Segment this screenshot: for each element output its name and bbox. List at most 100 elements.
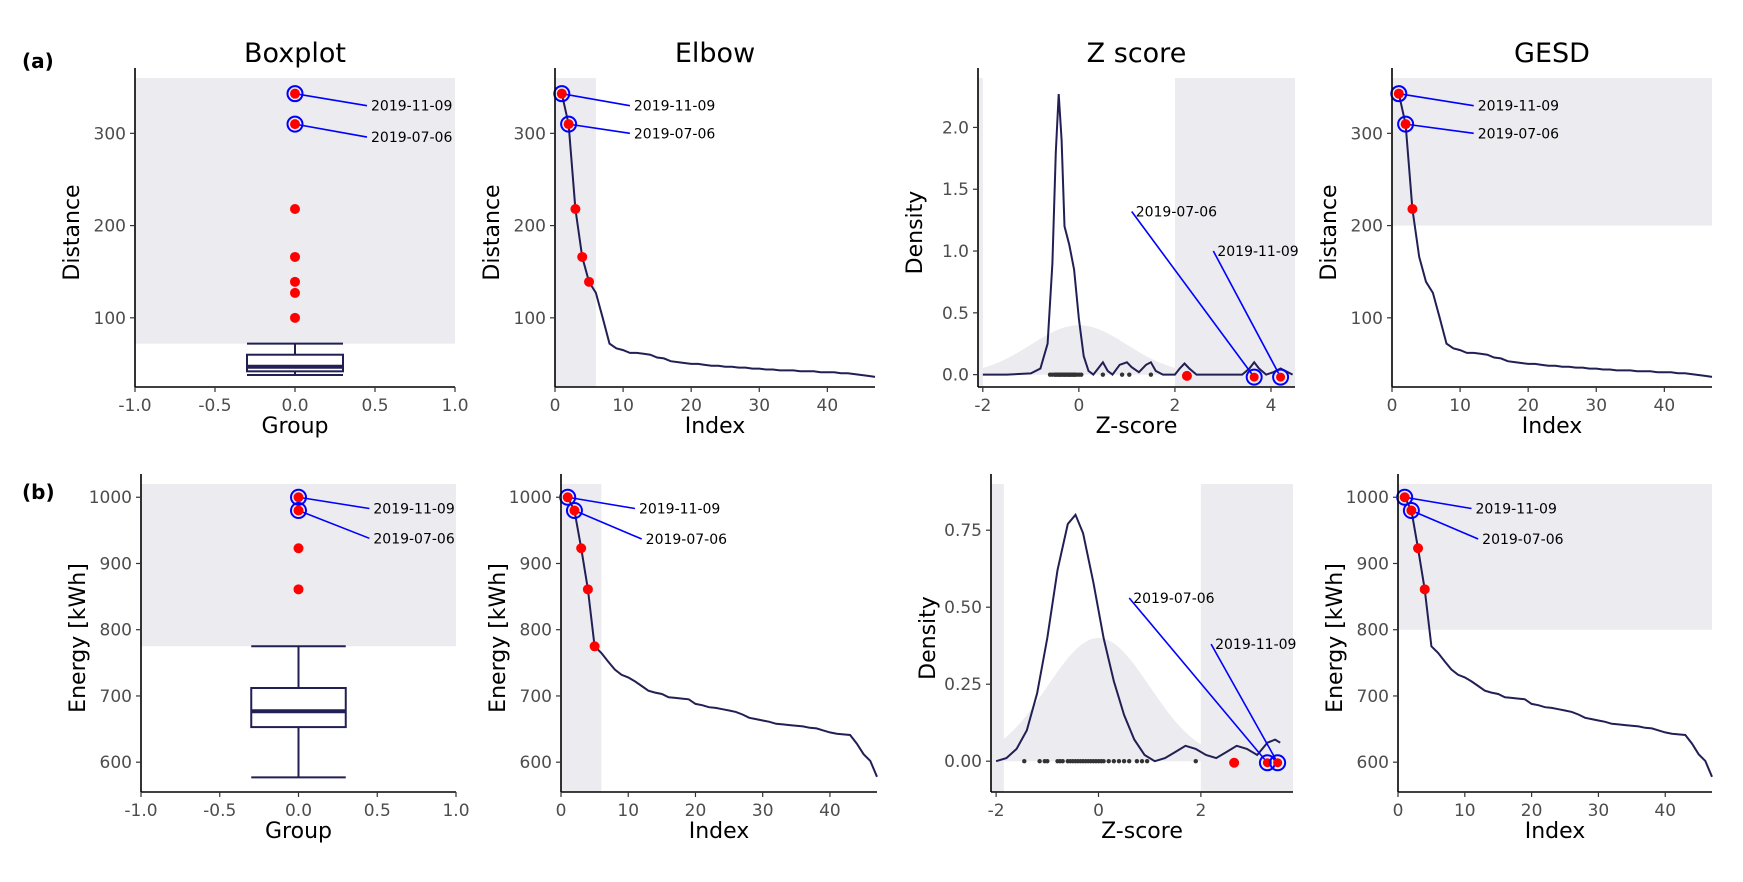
- x-tick-label: 0.0: [281, 396, 308, 416]
- x-tick-label: -0.5: [198, 396, 231, 416]
- y-tick-label: 800: [520, 621, 552, 641]
- y-tick-label: 700: [1357, 687, 1389, 707]
- annotation-label: 2019-07-06: [634, 126, 715, 142]
- threshold-region: [1392, 78, 1712, 226]
- highlight-ring: [1402, 501, 1420, 519]
- y-tick-label: 600: [520, 753, 552, 773]
- threshold-region: [1174, 78, 1295, 387]
- panel-line: 2019-11-09 2019-07-06 0 10 20 30 40 600 700 800 90…: [486, 474, 878, 844]
- annotation-label: 2019-07-06: [1133, 591, 1214, 607]
- y-tick-label: 300: [94, 124, 126, 144]
- rug-point: [1060, 759, 1065, 764]
- y-tick-label: 200: [94, 217, 126, 237]
- outlier-point: [1413, 543, 1424, 554]
- annotation-leader: [294, 123, 368, 138]
- rug-point: [1139, 759, 1145, 764]
- y-tick-label: 200: [1351, 217, 1383, 237]
- annotation-leader: [1405, 123, 1474, 135]
- x-axis-label: Z-score: [1096, 414, 1178, 439]
- highlighted-outlier: [564, 119, 574, 129]
- highlighted-outlier: [290, 119, 300, 129]
- highlight-ring: [1272, 368, 1290, 386]
- outlier-point: [1181, 370, 1192, 381]
- panel-line: 2019-11-09 2019-07-06 0 10 20 30 40 100 200 300 GE…: [1317, 38, 1713, 439]
- x-tick-label: 0: [556, 801, 567, 821]
- density-curve: [995, 512, 1281, 763]
- y-axis-label: Distance: [60, 184, 85, 280]
- x-tick-label: 0: [550, 396, 561, 416]
- x-tick-label: -1.0: [118, 396, 151, 416]
- y-axis-label: Density: [903, 191, 928, 275]
- panel-line: 2019-11-09 2019-07-06 0 10 20 30 40 100 200 300 El…: [480, 38, 876, 439]
- series-line: [566, 496, 878, 778]
- outlier-point: [576, 543, 587, 554]
- annotation-label: 2019-11-09: [1478, 99, 1559, 115]
- x-tick-label: 40: [1654, 396, 1676, 416]
- threshold-region: [1398, 484, 1712, 630]
- outlier-point: [1407, 203, 1418, 214]
- x-tick-label: 1.0: [442, 801, 469, 821]
- y-tick-label: 0.0: [942, 366, 969, 386]
- panel-line: 2019-11-09 2019-07-06 0 10 20 30 40 600 700 800 90…: [1323, 474, 1713, 844]
- annotation-label: 2019-07-06: [371, 130, 452, 146]
- x-tick-label: -2: [988, 801, 1005, 821]
- annotation-leader: [574, 509, 642, 540]
- box-iqr: [246, 353, 344, 373]
- annotation-label: 2019-07-06: [646, 532, 727, 548]
- x-axis-label: Index: [1525, 819, 1586, 844]
- x-tick-label: 1.0: [441, 396, 468, 416]
- highlighted-outlier: [1273, 758, 1283, 768]
- annotation-label: 2019-11-09: [634, 99, 715, 115]
- highlighted-outlier: [1400, 492, 1410, 502]
- annotation-leader: [1131, 211, 1255, 378]
- rug-point: [1101, 759, 1106, 764]
- annotation-leader: [1210, 643, 1279, 764]
- x-axis-label: Index: [685, 414, 746, 439]
- outlier-point: [584, 276, 595, 287]
- annotation-label: 2019-11-09: [1217, 244, 1298, 260]
- rug-point: [1106, 759, 1111, 764]
- outlier-point: [570, 203, 581, 214]
- annotation-label: 2019-07-06: [1478, 126, 1559, 142]
- annotation-leader: [1398, 92, 1474, 107]
- x-tick-label: 4: [1266, 396, 1277, 416]
- rug-point: [1127, 372, 1132, 377]
- highlight-ring: [290, 488, 307, 506]
- y-tick-label: 600: [100, 753, 132, 773]
- x-tick-label: 0.0: [285, 801, 312, 821]
- density-curve: [982, 94, 1294, 377]
- rug-point: [1148, 372, 1154, 377]
- y-tick-label: 300: [514, 124, 546, 144]
- y-axis-label: Density: [916, 596, 941, 680]
- y-tick-label: 800: [1357, 621, 1389, 641]
- y-tick-label: 100: [1351, 309, 1383, 329]
- rug-point: [1079, 372, 1084, 377]
- x-tick-label: 0.5: [364, 801, 391, 821]
- x-tick-label: 40: [819, 801, 841, 821]
- outlier-point: [589, 641, 600, 652]
- highlight-ring: [1397, 115, 1415, 133]
- y-tick-label: 0.00: [944, 752, 982, 772]
- rug-point: [1144, 759, 1150, 764]
- y-tick-label: 0.25: [944, 675, 982, 695]
- highlighted-outlier: [294, 505, 303, 515]
- y-tick-label: 0.50: [944, 598, 982, 618]
- y-axis-label: Energy [kWh]: [486, 563, 511, 713]
- outlier-point: [1419, 584, 1430, 595]
- outlier-point: [577, 251, 588, 262]
- y-tick-label: 100: [514, 309, 546, 329]
- annotation-label: 2019-11-09: [639, 502, 720, 518]
- y-tick-label: 2.0: [942, 118, 969, 138]
- highlight-ring: [565, 501, 583, 519]
- x-tick-label: 30: [748, 396, 770, 416]
- x-tick-label: 0: [1093, 801, 1104, 821]
- x-tick-label: 40: [1654, 801, 1676, 821]
- y-tick-label: 600: [1357, 753, 1389, 773]
- x-tick-label: 10: [612, 396, 634, 416]
- normal-reference-curve: [996, 638, 1288, 762]
- annotation-leader: [568, 123, 631, 135]
- highlight-ring: [560, 115, 578, 133]
- x-tick-label: 0: [1387, 396, 1398, 416]
- highlighted-outlier: [1394, 89, 1404, 99]
- x-tick-label: 40: [817, 396, 839, 416]
